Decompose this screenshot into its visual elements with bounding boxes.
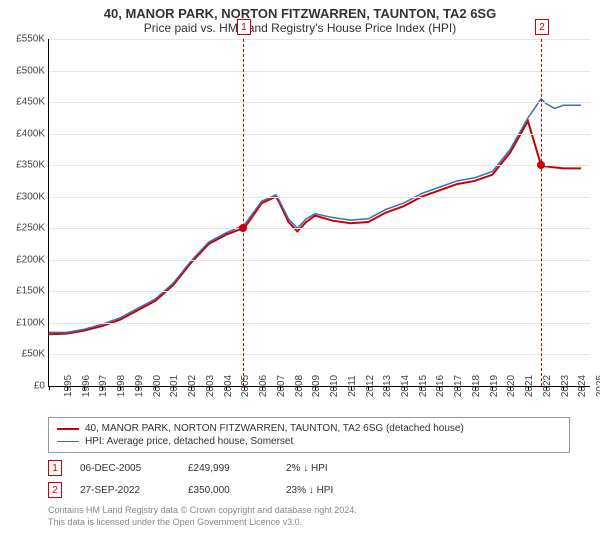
legend-swatch xyxy=(57,441,79,442)
event-point xyxy=(239,224,247,232)
price-chart-card: 40, MANOR PARK, NORTON FITZWARREN, TAUNT… xyxy=(0,0,600,560)
plot-region: £0£50K£100K£150K£200K£250K£300K£350K£400… xyxy=(48,39,590,387)
legend-row: HPI: Average price, detached house, Some… xyxy=(57,435,561,448)
credits-line-1: Contains HM Land Registry data © Crown c… xyxy=(48,505,570,517)
legend-row: 40, MANOR PARK, NORTON FITZWARREN, TAUNT… xyxy=(57,422,561,435)
event-price: £350,000 xyxy=(188,485,268,496)
y-tick-label: £50K xyxy=(22,349,49,360)
y-tick-label: £150K xyxy=(16,286,49,297)
y-tick-label: £350K xyxy=(16,160,49,171)
gridline xyxy=(49,354,590,355)
event-vline xyxy=(541,39,542,386)
credits: Contains HM Land Registry data © Crown c… xyxy=(48,505,570,528)
credits-line-2: This data is licensed under the Open Gov… xyxy=(48,517,570,529)
event-marker: 2 xyxy=(535,19,549,35)
event-date: 06-DEC-2005 xyxy=(80,463,170,474)
event-row: 2 27-SEP-2022 £350,000 23% ↓ HPI xyxy=(48,479,570,501)
y-tick-label: £500K xyxy=(16,65,49,76)
event-marker: 1 xyxy=(237,19,251,35)
gridline xyxy=(49,197,590,198)
event-pct-vs-hpi: 2% ↓ HPI xyxy=(286,463,356,474)
event-vline xyxy=(243,39,244,386)
y-tick-label: £400K xyxy=(16,128,49,139)
gridline xyxy=(49,134,590,135)
gridline xyxy=(49,71,590,72)
event-pct-vs-hpi: 23% ↓ HPI xyxy=(286,485,356,496)
gridline xyxy=(49,39,590,40)
chart-area: £0£50K£100K£150K£200K£250K£300K£350K£400… xyxy=(48,39,590,409)
legend-label: 40, MANOR PARK, NORTON FITZWARREN, TAUNT… xyxy=(85,423,464,434)
event-table: 1 06-DEC-2005 £249,999 2% ↓ HPI 2 27-SEP-2022… xyxy=(48,457,570,501)
event-row: 1 06-DEC-2005 £249,999 2% ↓ HPI xyxy=(48,457,570,479)
gridline xyxy=(49,102,590,103)
y-tick-label: £300K xyxy=(16,191,49,202)
gridline xyxy=(49,228,590,229)
gridline xyxy=(49,165,590,166)
x-tick-label: 2025 xyxy=(581,375,600,397)
legend: 40, MANOR PARK, NORTON FITZWARREN, TAUNT… xyxy=(48,417,570,453)
y-tick-label: £250K xyxy=(16,223,49,234)
gridline xyxy=(49,260,590,261)
y-tick-label: £0 xyxy=(34,381,49,392)
gridline xyxy=(49,291,590,292)
chart-title: 40, MANOR PARK, NORTON FITZWARREN, TAUNT… xyxy=(0,0,600,21)
event-index-box: 2 xyxy=(48,482,62,498)
chart-subtitle: Price paid vs. HM Land Registry's House … xyxy=(0,21,600,39)
y-tick-label: £200K xyxy=(16,254,49,265)
gridline xyxy=(49,323,590,324)
event-point xyxy=(537,161,545,169)
y-tick-label: £450K xyxy=(16,97,49,108)
event-index-box: 1 xyxy=(48,460,62,476)
legend-swatch xyxy=(57,428,79,430)
event-price: £249,999 xyxy=(188,463,268,474)
line-series-svg xyxy=(49,39,590,386)
y-tick-label: £550K xyxy=(16,34,49,45)
legend-label: HPI: Average price, detached house, Some… xyxy=(85,436,293,447)
event-date: 27-SEP-2022 xyxy=(80,485,170,496)
y-tick-label: £100K xyxy=(16,317,49,328)
